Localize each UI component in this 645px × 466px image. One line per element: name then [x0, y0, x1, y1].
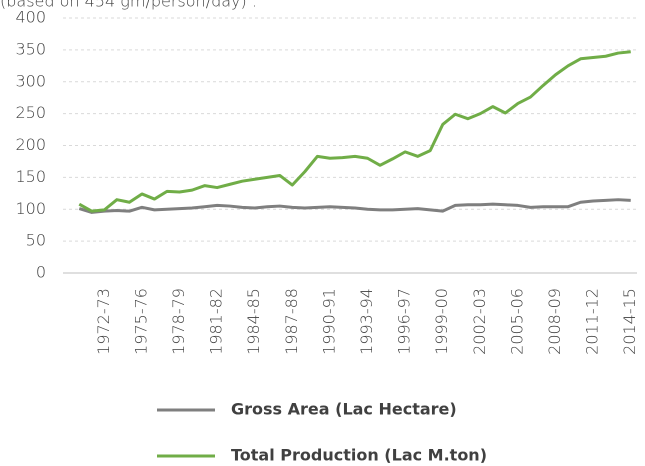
- y-tick-label: 50: [26, 231, 46, 250]
- x-tick-label: 1996-97: [395, 288, 414, 355]
- series-line: [78, 198, 631, 214]
- x-tick-label: 2002-03: [470, 288, 489, 355]
- x-tick-label: 1987-88: [282, 288, 301, 355]
- x-tick-label: 1993-94: [357, 288, 376, 355]
- y-tick-label: 200: [15, 135, 46, 154]
- y-tick-label: 300: [15, 71, 46, 90]
- x-tick-label: 1975-76: [131, 288, 150, 355]
- series-line: [78, 50, 631, 213]
- x-tick-label: 1981-82: [207, 288, 226, 355]
- y-tick-label: 150: [15, 167, 46, 186]
- x-tick-label: 1990-91: [319, 288, 338, 355]
- legend-label: Total Production (Lac M.ton): [231, 446, 487, 465]
- y-tick-label: 0: [36, 263, 46, 282]
- x-tick-label: 2008-09: [545, 288, 564, 355]
- y-tick-label: 100: [15, 199, 46, 218]
- x-tick-label: 1978-79: [169, 288, 188, 355]
- chart-subtitle: (based on 454 gm/person/day) :: [0, 0, 257, 11]
- x-tick-label: 2011-12: [583, 288, 602, 355]
- legend-label: Gross Area (Lac Hectare): [231, 400, 457, 419]
- x-tick-label: 1999-00: [432, 288, 451, 355]
- x-tick-label: 2014-15: [620, 288, 639, 355]
- x-tick-label: 2005-06: [507, 288, 526, 355]
- x-tick-label: 1972-73: [94, 288, 113, 355]
- y-tick-label: 350: [15, 39, 46, 58]
- x-tick-label: 1984-85: [244, 288, 263, 355]
- y-tick-label: 400: [15, 8, 46, 27]
- y-tick-label: 250: [15, 103, 46, 122]
